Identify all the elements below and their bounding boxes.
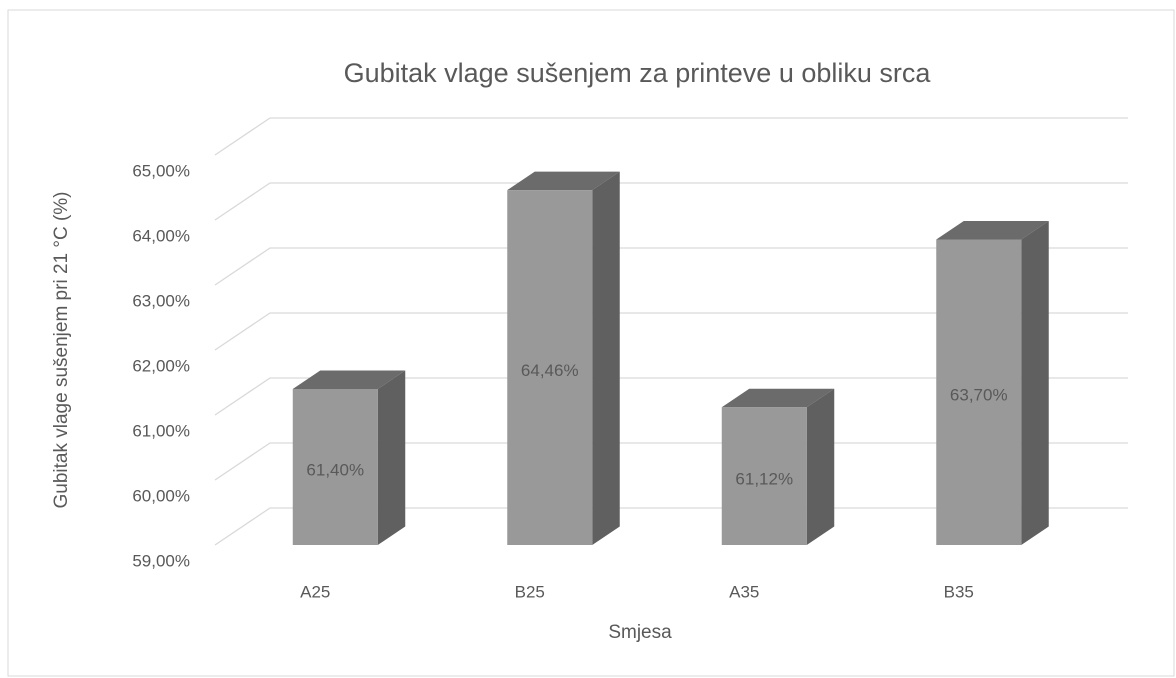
grid-line bbox=[214, 312, 1128, 351]
x-axis-title: Smjesa bbox=[608, 622, 672, 643]
y-tick-label: 61,00% bbox=[132, 421, 190, 440]
data-label: 64,46% bbox=[521, 361, 579, 380]
data-label: 63,70% bbox=[950, 386, 1008, 405]
bar-side bbox=[377, 370, 406, 545]
bar bbox=[292, 389, 378, 545]
y-tick-label: 65,00% bbox=[132, 161, 190, 180]
bar-side bbox=[806, 388, 835, 545]
y-tick-label: 62,00% bbox=[132, 356, 190, 375]
bar-side bbox=[592, 171, 620, 545]
grid-line bbox=[214, 507, 1128, 546]
x-tick-label: B25 bbox=[515, 582, 545, 601]
grid-line bbox=[214, 182, 1128, 221]
bar-side bbox=[1021, 221, 1049, 545]
bar bbox=[507, 190, 593, 545]
data-label: 61,40% bbox=[306, 460, 364, 479]
grid-line bbox=[214, 117, 1128, 156]
bar bbox=[721, 407, 807, 545]
y-tick-label: 63,00% bbox=[132, 291, 190, 310]
y-axis-title: Gubitak vlage sušenjem pri 21 °C (%) bbox=[51, 191, 72, 508]
data-label: 61,12% bbox=[735, 470, 793, 489]
y-tick-label: 64,00% bbox=[132, 226, 190, 245]
x-tick-label: B35 bbox=[944, 582, 974, 601]
chart-title: Gubitak vlage sušenjem za printeve u obl… bbox=[344, 58, 932, 88]
grid-line bbox=[214, 377, 1128, 416]
grid-line bbox=[214, 247, 1128, 286]
bar bbox=[936, 239, 1022, 545]
y-tick-label: 60,00% bbox=[132, 486, 190, 505]
bar-top bbox=[936, 221, 1049, 240]
bar-top bbox=[721, 388, 835, 408]
x-tick-label: A25 bbox=[300, 582, 330, 601]
x-tick-label: A35 bbox=[729, 582, 759, 601]
y-tick-label: 59,00% bbox=[132, 551, 190, 570]
grid-line bbox=[214, 442, 1128, 481]
bar-top bbox=[292, 370, 406, 389]
bar-top bbox=[507, 171, 620, 191]
